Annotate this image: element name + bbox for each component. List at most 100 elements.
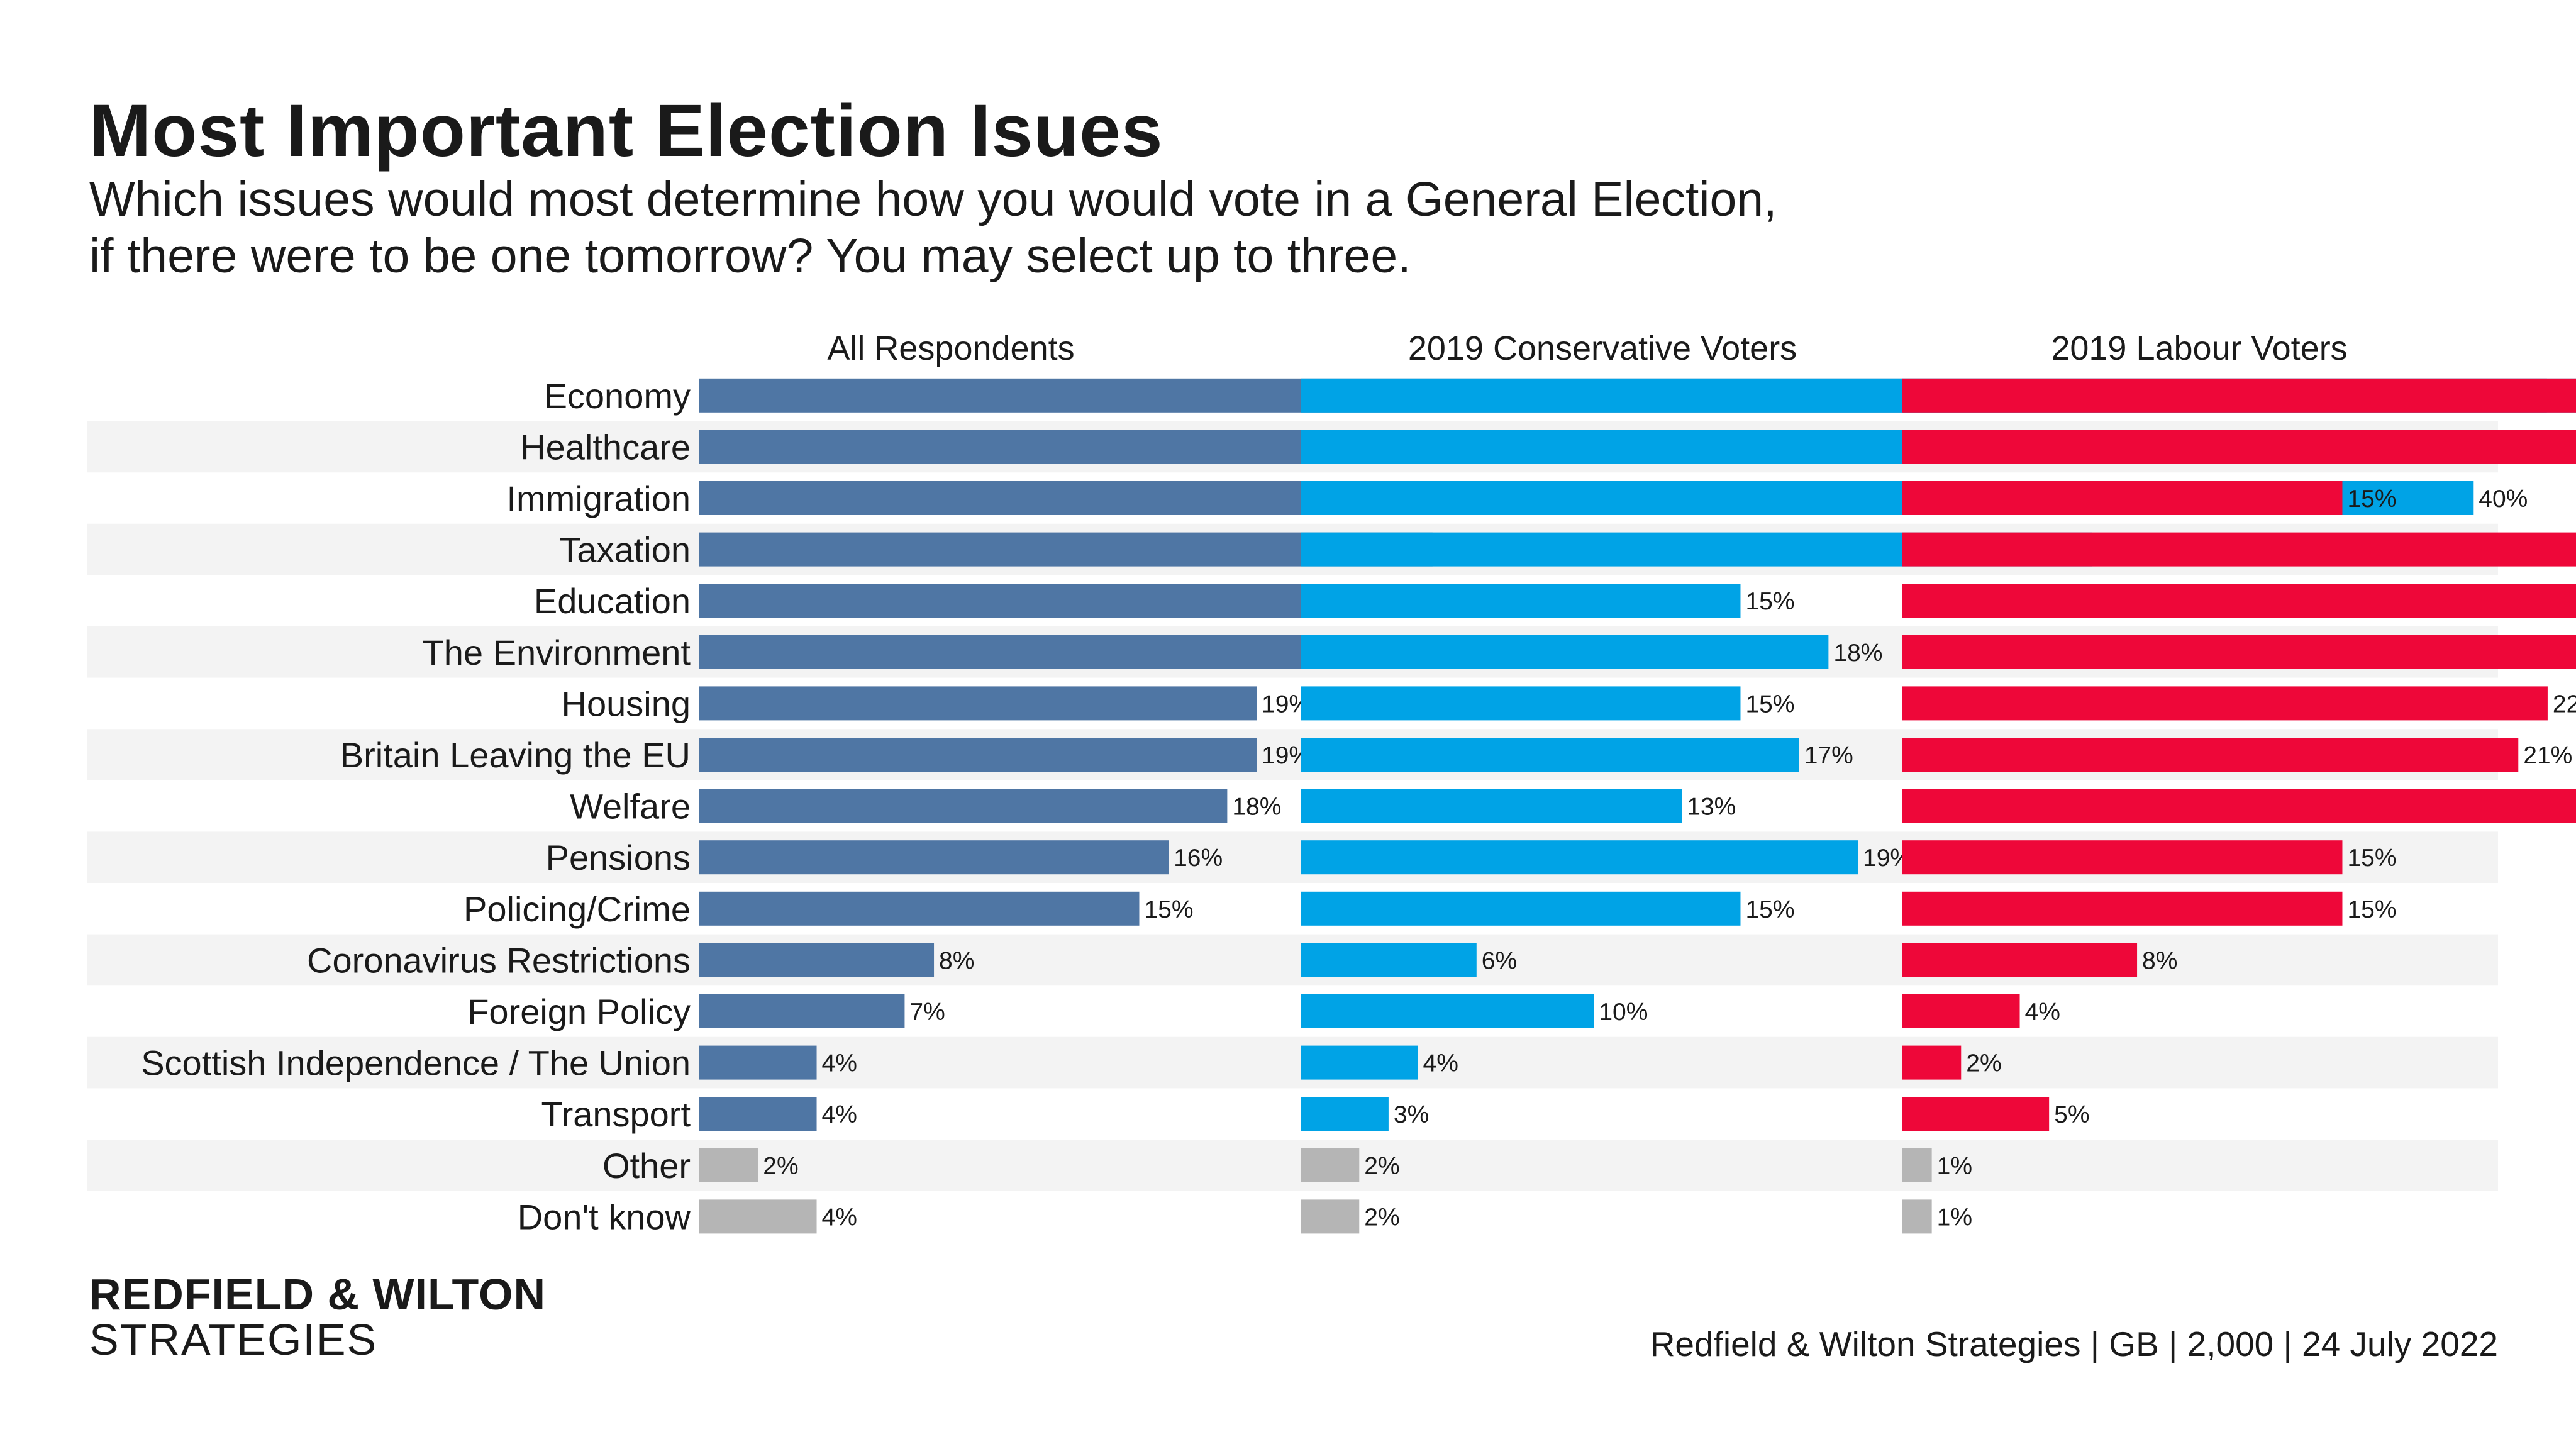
data-label: 5% [2054, 1101, 2089, 1128]
bar [1301, 789, 1682, 823]
bar [699, 1148, 758, 1182]
bar [1301, 840, 1858, 875]
bar [1902, 738, 2519, 772]
data-label: 15% [2347, 486, 2396, 513]
category-label: Economy [544, 376, 691, 416]
data-label: 2% [1364, 1153, 1399, 1180]
bar [699, 635, 1316, 669]
bar [1902, 532, 2576, 567]
bar [1902, 1097, 2050, 1131]
bar [1902, 686, 2548, 721]
bar [1301, 1199, 1360, 1234]
bar [1301, 1097, 1389, 1131]
bar [699, 584, 1345, 618]
data-label: 15% [2347, 845, 2396, 872]
data-label: 10% [1599, 999, 1648, 1026]
data-label: 1% [1937, 1153, 1972, 1180]
category-label: Welfare [570, 787, 691, 826]
bar [699, 994, 905, 1028]
chart-title: Most Important Election Isues [89, 89, 1163, 172]
row-stripe [87, 1036, 2498, 1089]
category-label: Immigration [506, 479, 691, 518]
category-label: Transport [541, 1094, 691, 1134]
bar [1301, 1148, 1360, 1182]
data-label: 2% [763, 1153, 798, 1180]
source-footer: Redfield & Wilton Strategies | GB | 2,00… [1650, 1324, 2498, 1363]
category-label: Don't know [518, 1197, 691, 1236]
category-label: Britain Leaving the EU [340, 735, 691, 775]
bar [1301, 943, 1477, 977]
bar [1902, 635, 2576, 669]
bar [1301, 994, 1594, 1028]
bar [1902, 891, 2343, 926]
category-label: Other [602, 1146, 691, 1185]
category-label: Taxation [559, 530, 691, 570]
data-label: 4% [822, 1101, 857, 1128]
bar [1301, 686, 1741, 721]
data-label: 17% [1804, 742, 1853, 769]
bar [699, 686, 1257, 721]
series-header: 2019 Labour Voters [2051, 330, 2347, 367]
bar [1301, 1045, 1418, 1080]
data-label: 2% [1966, 1050, 2001, 1077]
data-label: 8% [2142, 947, 2177, 974]
brand-line-1: REDFIELD & WILTON [89, 1270, 547, 1319]
category-label: Housing [562, 684, 691, 723]
category-label: Education [534, 581, 691, 621]
bar [1301, 891, 1741, 926]
subtitle-line-2: if there were to be one tomorrow? You ma… [89, 229, 1411, 283]
data-label: 7% [909, 999, 945, 1026]
chart-subtitle: Which issues would most determine how yo… [89, 171, 2102, 284]
bar [699, 738, 1257, 772]
data-label: 22% [2553, 691, 2576, 718]
data-label: 15% [1745, 896, 1794, 923]
data-label: 15% [1144, 896, 1193, 923]
bar [699, 789, 1228, 823]
subtitle-line-1: Which issues would most determine how yo… [89, 172, 1777, 226]
data-label: 15% [1745, 691, 1794, 718]
data-label: 21% [2523, 742, 2572, 769]
data-label: 3% [1394, 1101, 1429, 1128]
data-label: 4% [822, 1050, 857, 1077]
bar [1902, 1045, 1962, 1080]
data-label: 18% [1232, 794, 1281, 821]
bar [1902, 789, 2576, 823]
data-label: 8% [939, 947, 974, 974]
bar [1902, 1148, 1932, 1182]
bar [1301, 635, 1829, 669]
bar [699, 1045, 817, 1080]
data-label: 6% [1482, 947, 1517, 974]
brand-line-2: STRATEGIES [89, 1315, 378, 1364]
data-label: 16% [1174, 845, 1223, 872]
row-stripe [87, 1140, 2498, 1191]
bar [1902, 430, 2576, 464]
bar [699, 891, 1140, 926]
bar [1902, 840, 2343, 875]
category-label: Coronavirus Restrictions [307, 940, 691, 980]
category-label: Healthcare [520, 427, 691, 467]
bar [1902, 584, 2576, 618]
series-header: 2019 Conservative Voters [1408, 330, 1797, 367]
brand-logo: REDFIELD & WILTON STRATEGIES [89, 1272, 546, 1362]
bar [1902, 378, 2576, 413]
data-label: 2% [1364, 1204, 1399, 1231]
data-label: 15% [2347, 896, 2396, 923]
series-header: All Respondents [827, 330, 1074, 367]
bar [1902, 1199, 1932, 1234]
bar [699, 1199, 817, 1234]
category-label: Policing/Crime [464, 889, 691, 929]
category-label: The Environment [423, 633, 691, 672]
category-label: Pensions [546, 838, 691, 877]
bar [699, 840, 1169, 875]
data-label: 4% [822, 1204, 857, 1231]
data-label: 15% [1745, 588, 1794, 615]
category-label: Scottish Independence / The Union [141, 1043, 691, 1083]
bar [1902, 994, 2020, 1028]
bar [1902, 943, 2138, 977]
bar [1301, 584, 1741, 618]
bar [1301, 738, 1799, 772]
data-label: 13% [1687, 794, 1736, 821]
data-label: 1% [1937, 1204, 1972, 1231]
category-label: Foreign Policy [467, 992, 691, 1031]
